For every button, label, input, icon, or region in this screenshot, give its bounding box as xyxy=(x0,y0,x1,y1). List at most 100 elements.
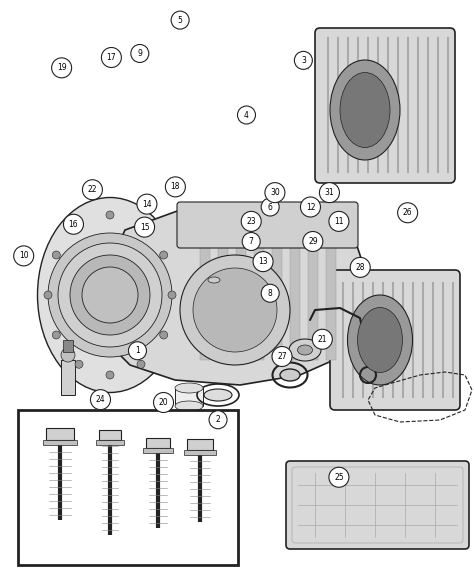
Bar xyxy=(184,450,216,455)
Circle shape xyxy=(165,177,185,197)
FancyBboxPatch shape xyxy=(177,202,358,248)
Text: 25: 25 xyxy=(334,473,344,482)
Circle shape xyxy=(75,222,83,230)
Ellipse shape xyxy=(347,295,412,385)
Circle shape xyxy=(253,252,273,271)
Text: 8: 8 xyxy=(268,289,273,298)
Circle shape xyxy=(272,347,292,366)
Text: 18: 18 xyxy=(171,182,180,191)
Text: 24: 24 xyxy=(96,395,105,404)
Bar xyxy=(290,220,300,360)
Circle shape xyxy=(48,233,172,357)
Ellipse shape xyxy=(340,72,390,148)
Bar xyxy=(61,360,75,395)
Text: 7: 7 xyxy=(249,237,254,246)
Ellipse shape xyxy=(208,277,220,283)
Circle shape xyxy=(398,203,418,223)
Text: 31: 31 xyxy=(325,188,334,197)
Circle shape xyxy=(241,212,261,231)
Circle shape xyxy=(91,390,110,409)
Circle shape xyxy=(329,212,349,231)
Circle shape xyxy=(303,232,323,251)
Text: 26: 26 xyxy=(403,208,412,217)
Bar xyxy=(143,448,173,453)
Text: 21: 21 xyxy=(318,335,327,344)
Ellipse shape xyxy=(289,339,321,361)
Text: 14: 14 xyxy=(142,200,152,209)
Circle shape xyxy=(171,11,189,29)
Bar xyxy=(63,340,73,352)
Text: 2: 2 xyxy=(216,415,220,424)
Circle shape xyxy=(75,361,83,368)
Bar xyxy=(200,220,210,360)
Circle shape xyxy=(58,243,162,347)
Text: 1: 1 xyxy=(135,346,140,355)
Text: 13: 13 xyxy=(258,257,268,266)
Circle shape xyxy=(106,371,114,379)
Bar xyxy=(175,388,203,406)
Bar xyxy=(308,220,318,360)
Text: 29: 29 xyxy=(308,237,318,246)
Circle shape xyxy=(82,180,102,200)
Text: 11: 11 xyxy=(334,217,344,226)
Circle shape xyxy=(52,58,72,78)
Text: 12: 12 xyxy=(306,202,315,212)
Bar xyxy=(326,220,336,360)
Text: 9: 9 xyxy=(137,49,142,58)
Circle shape xyxy=(319,183,339,202)
Bar xyxy=(218,220,228,360)
Circle shape xyxy=(14,246,34,266)
Bar xyxy=(96,440,124,445)
Text: 5: 5 xyxy=(178,16,182,25)
Text: 19: 19 xyxy=(57,63,66,72)
Text: 23: 23 xyxy=(246,217,256,226)
Ellipse shape xyxy=(175,383,203,393)
Circle shape xyxy=(61,348,75,362)
Circle shape xyxy=(44,291,52,299)
Bar xyxy=(254,220,264,360)
Circle shape xyxy=(242,232,260,251)
Circle shape xyxy=(160,331,168,339)
Bar xyxy=(272,220,282,360)
Text: 28: 28 xyxy=(356,263,365,272)
FancyBboxPatch shape xyxy=(146,438,170,448)
FancyBboxPatch shape xyxy=(46,428,74,440)
Circle shape xyxy=(312,329,332,349)
Text: 17: 17 xyxy=(107,53,116,62)
Polygon shape xyxy=(108,210,365,385)
FancyBboxPatch shape xyxy=(330,270,460,410)
Circle shape xyxy=(160,251,168,259)
Ellipse shape xyxy=(357,308,402,373)
FancyBboxPatch shape xyxy=(99,430,121,440)
Ellipse shape xyxy=(37,197,182,393)
Circle shape xyxy=(52,331,60,339)
FancyBboxPatch shape xyxy=(315,28,455,183)
Text: 10: 10 xyxy=(19,251,28,260)
Circle shape xyxy=(64,214,83,234)
Circle shape xyxy=(301,197,320,217)
FancyBboxPatch shape xyxy=(187,439,213,450)
Circle shape xyxy=(237,106,255,124)
Circle shape xyxy=(294,51,312,70)
Circle shape xyxy=(137,361,145,368)
Circle shape xyxy=(193,268,277,352)
Circle shape xyxy=(265,183,285,202)
Circle shape xyxy=(137,194,157,214)
Text: 20: 20 xyxy=(159,398,168,407)
Circle shape xyxy=(261,198,279,216)
Ellipse shape xyxy=(175,401,203,411)
Circle shape xyxy=(131,44,149,63)
Ellipse shape xyxy=(204,389,232,401)
Circle shape xyxy=(350,258,370,277)
Circle shape xyxy=(137,222,145,230)
Ellipse shape xyxy=(280,369,300,381)
Circle shape xyxy=(52,251,60,259)
Circle shape xyxy=(180,255,290,365)
Text: 22: 22 xyxy=(88,185,97,194)
FancyBboxPatch shape xyxy=(286,461,469,549)
Circle shape xyxy=(101,48,121,67)
Circle shape xyxy=(154,393,173,412)
Circle shape xyxy=(135,217,155,237)
Text: 30: 30 xyxy=(270,188,280,197)
Circle shape xyxy=(70,255,150,335)
